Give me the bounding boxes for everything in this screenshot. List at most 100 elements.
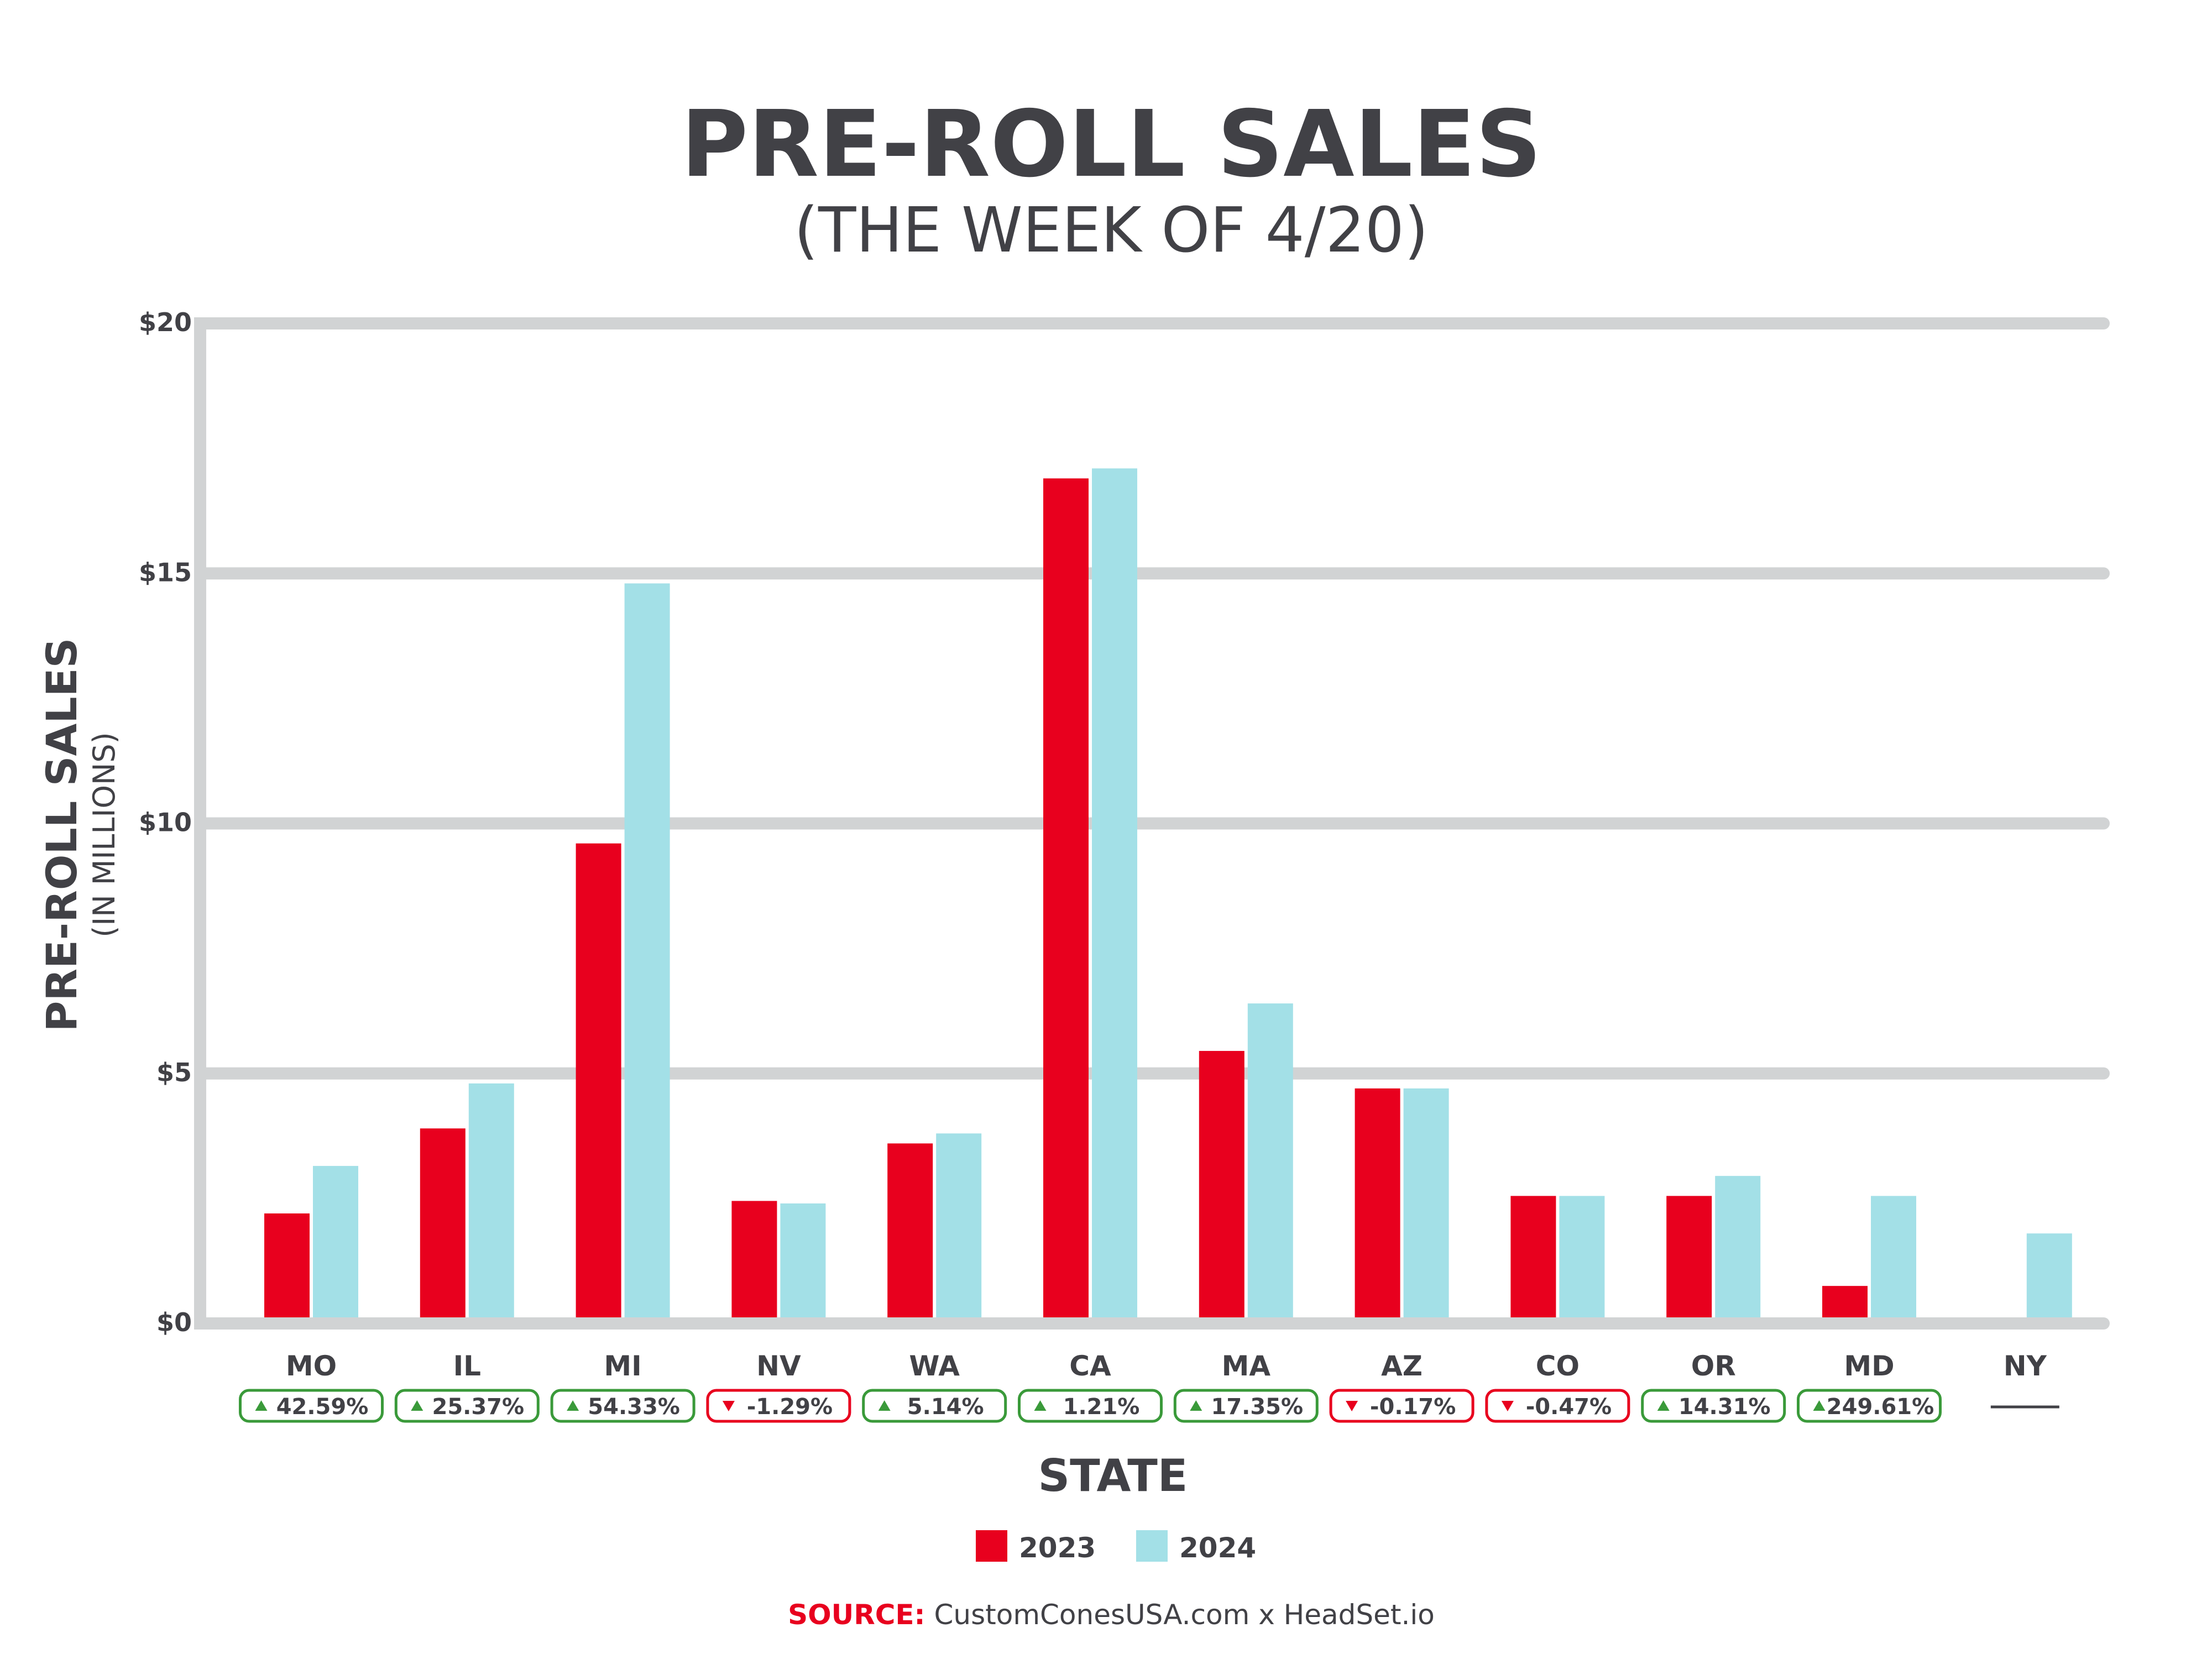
triangle-down-icon: [1346, 1401, 1358, 1411]
triangle-up-icon: [1034, 1400, 1047, 1411]
y-axis-label: PRE-ROLL SALES: [37, 638, 86, 1032]
change-badge-frame: [862, 1389, 1007, 1423]
change-badge: 42.59%: [239, 1389, 384, 1423]
y-tick-label: $10: [139, 808, 192, 838]
chart-title: PRE-ROLL SALES: [681, 91, 1542, 198]
triangle-up-icon: [878, 1400, 891, 1411]
y-tick-label: $5: [156, 1058, 192, 1087]
bar-2024-ma: [1247, 1003, 1293, 1317]
x-axis-ticks: MO IL MI NV WA CA MA AZ CO OR MD NY: [286, 1350, 2047, 1382]
triangle-up-icon: [1813, 1400, 1826, 1411]
legend-label-2023: 2023: [1019, 1532, 1096, 1564]
bar-2024-md: [1871, 1196, 1916, 1317]
change-badge-frame: [1485, 1389, 1630, 1423]
bar-2024-wa: [936, 1133, 982, 1317]
change-label: 54.33%: [588, 1394, 680, 1420]
legend: 2023 2024: [976, 1530, 1256, 1564]
triangle-up-icon: [567, 1400, 579, 1411]
triangle-up-icon: [1657, 1400, 1670, 1411]
triangle-down-icon: [1501, 1401, 1514, 1411]
x-axis-label: STATE: [1038, 1450, 1188, 1501]
x-tick-label: MA: [1222, 1350, 1271, 1382]
change-badge-frame: [1018, 1389, 1163, 1423]
bars: [264, 468, 2072, 1318]
bar-2023-md: [1822, 1286, 1868, 1317]
bar-2023-il: [420, 1128, 466, 1317]
change-badge: -0.17%: [1329, 1389, 1474, 1423]
source-line: SOURCE: CustomConesUSA.com x HeadSet.io: [788, 1599, 1435, 1631]
change-badge-frame: [1329, 1389, 1474, 1423]
bar-2023-mo: [264, 1213, 310, 1317]
bar-2024-ny: [2026, 1233, 2072, 1317]
change-badge: -1.29%: [706, 1389, 851, 1423]
change-badge-frame: [706, 1389, 851, 1423]
change-badge-frame: [1173, 1389, 1319, 1423]
bar-2024-or: [1715, 1176, 1761, 1317]
source-gap: [925, 1599, 934, 1631]
change-badge: 249.61%: [1797, 1389, 1942, 1423]
x-tick-label: CA: [1069, 1350, 1111, 1382]
change-label: 42.59%: [276, 1394, 369, 1420]
change-label: -1.29%: [747, 1394, 833, 1420]
change-badge-frame: [394, 1389, 540, 1423]
y-axis-ticks: $0 $5 $10 $15 $20: [139, 307, 192, 1337]
change-label: -0.17%: [1370, 1394, 1456, 1420]
legend-label-2024: 2024: [1179, 1532, 1256, 1564]
change-badge-frame: [239, 1389, 384, 1423]
change-badge: 25.37%: [394, 1389, 540, 1423]
bar-2023-az: [1355, 1088, 1400, 1317]
change-badge: 17.35%: [1173, 1389, 1319, 1423]
legend-swatch-2023: [976, 1530, 1007, 1562]
bar-2023-nv: [731, 1201, 777, 1317]
change-badge: 5.14%: [862, 1389, 1007, 1423]
change-label: 249.61%: [1827, 1394, 1934, 1420]
bar-2024-mi: [624, 583, 670, 1317]
y-tick-label: $20: [139, 307, 192, 337]
change-badge-frame: [550, 1389, 696, 1423]
x-tick-label: MI: [604, 1350, 641, 1382]
change-badge: -0.47%: [1485, 1389, 1630, 1423]
x-tick-label: MO: [286, 1350, 337, 1382]
x-tick-label: AZ: [1381, 1350, 1423, 1382]
gridlines: [194, 317, 2110, 1330]
y-tick-label: $15: [139, 557, 192, 587]
triangle-up-icon: [411, 1400, 423, 1411]
change-label: 5.14%: [907, 1394, 984, 1420]
x-tick-label: NV: [756, 1350, 801, 1382]
change-badge-frame: [1641, 1389, 1786, 1423]
change-label: 14.31%: [1678, 1394, 1771, 1420]
y-tick-label: $0: [156, 1307, 192, 1337]
change-label: -0.47%: [1526, 1394, 1612, 1420]
triangle-up-icon: [1190, 1400, 1202, 1411]
x-tick-label: IL: [453, 1350, 481, 1382]
bar-2024-il: [468, 1083, 514, 1317]
source-label: SOURCE:: [788, 1599, 925, 1631]
change-label: 25.37%: [432, 1394, 524, 1420]
y-axis-sublabel: (IN MILLIONS): [87, 732, 122, 937]
x-tick-label: MD: [1844, 1350, 1894, 1382]
change-label: 17.35%: [1211, 1394, 1303, 1420]
x-tick-label: WA: [909, 1350, 960, 1382]
change-badge: 1.21%: [1018, 1389, 1163, 1423]
change-badge: 54.33%: [550, 1389, 696, 1423]
bar-2024-ca: [1092, 468, 1137, 1318]
bar-2024-co: [1559, 1196, 1605, 1317]
x-tick-label: OR: [1691, 1350, 1736, 1382]
x-tick-label: CO: [1536, 1350, 1580, 1382]
change-badges: 42.59% 25.37% 54.33% -1.29% 5.14% 1.21% 17.35%…: [239, 1389, 2059, 1423]
bar-2023-or: [1666, 1196, 1712, 1317]
source-text: CustomConesUSA.com x HeadSet.io: [934, 1599, 1434, 1631]
bar-2023-ma: [1199, 1051, 1244, 1317]
change-badge-frame: [1797, 1389, 1942, 1423]
triangle-up-icon: [255, 1400, 268, 1411]
bar-2023-mi: [576, 843, 621, 1317]
legend-swatch-2024: [1136, 1530, 1168, 1562]
bar-2024-nv: [780, 1203, 826, 1317]
bar-2023-co: [1510, 1196, 1556, 1317]
bar-2024-mo: [313, 1166, 358, 1317]
bar-2023-wa: [887, 1143, 933, 1317]
x-tick-label: NY: [2004, 1350, 2047, 1382]
bar-2023-ca: [1043, 478, 1089, 1317]
change-badge: 14.31%: [1641, 1389, 1786, 1423]
